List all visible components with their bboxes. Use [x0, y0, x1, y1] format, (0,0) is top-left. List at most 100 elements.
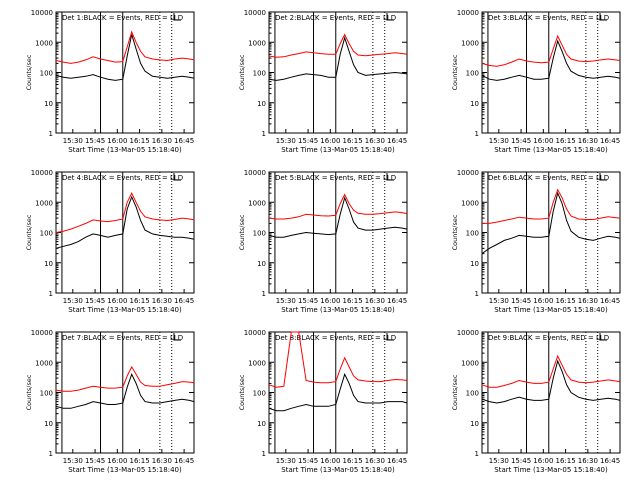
x-tick-label: 16:30 — [152, 457, 172, 465]
series-lld — [481, 354, 621, 388]
y-tick-label: 10000 — [457, 169, 479, 177]
x-tick-label: 16:30 — [578, 137, 598, 145]
x-tick-label: 16:45 — [387, 137, 407, 145]
x-tick-label: 16:30 — [152, 137, 172, 145]
corner-marker — [173, 13, 181, 21]
x-tick-label: 16:00 — [320, 137, 340, 145]
plot-frame — [481, 331, 621, 454]
y-tick-label: 100 — [40, 230, 53, 238]
corner-marker — [386, 333, 394, 341]
panel-det-3: Det 3:BLACK = Events, RED = LLD110100100… — [451, 9, 621, 154]
y-tick-label: 10000 — [457, 9, 479, 17]
y-tick-label: 10000 — [31, 169, 53, 177]
y-tick-label: 1000 — [248, 199, 266, 207]
x-tick-label: 15:45 — [298, 137, 318, 145]
x-axis-label: Start Time (13-Mar-05 15:18:40) — [68, 306, 182, 314]
series-events — [268, 372, 408, 412]
series-lld — [55, 191, 195, 233]
y-tick-label: 10 — [470, 260, 479, 268]
x-axis-label: Start Time (13-Mar-05 15:18:40) — [281, 466, 395, 474]
series-lld — [55, 365, 195, 392]
x-tick-label: 16:15 — [342, 137, 362, 145]
plot-frame — [268, 171, 408, 294]
x-tick-label: 16:30 — [365, 137, 385, 145]
corner-marker — [599, 333, 607, 341]
series-lld — [481, 34, 621, 67]
panel-det-9: Det 9:BLACK = Events, RED = LLD110100100… — [451, 329, 621, 474]
y-tick-label: 10 — [257, 260, 266, 268]
y-tick-label: 10 — [44, 260, 53, 268]
series-events — [55, 372, 195, 409]
y-tick-label: 10 — [470, 420, 479, 428]
corner-marker — [173, 173, 181, 181]
y-tick-label: 10000 — [31, 9, 53, 17]
x-tick-label: 16:15 — [342, 457, 362, 465]
plot-frame — [268, 11, 408, 134]
x-axis-label: Start Time (13-Mar-05 15:18:40) — [68, 146, 182, 154]
panel-det-2: Det 2:BLACK = Events, RED = LLD110100100… — [238, 9, 408, 154]
y-tick-label: 10000 — [244, 329, 266, 337]
y-axis-label: Counts/sec — [238, 54, 246, 90]
x-axis-label: Start Time (13-Mar-05 15:18:40) — [281, 146, 395, 154]
series-lld — [268, 331, 408, 388]
x-tick-label: 15:45 — [511, 457, 531, 465]
panel-det-4: Det 4:BLACK = Events, RED = LLD110100100… — [25, 169, 195, 314]
x-tick-label: 16:15 — [129, 137, 149, 145]
x-tick-label: 15:30 — [63, 137, 83, 145]
y-axis-label: Counts/sec — [238, 374, 246, 410]
y-tick-label: 1 — [262, 450, 266, 458]
y-tick-label: 10 — [44, 420, 53, 428]
plot-frame — [481, 171, 621, 294]
panel-det-7: Det 7:BLACK = Events, RED = LLD110100100… — [25, 329, 195, 474]
corner-marker — [386, 13, 394, 21]
series-lld — [482, 188, 621, 224]
x-tick-label: 15:45 — [511, 137, 531, 145]
x-tick-label: 16:00 — [320, 457, 340, 465]
panel-det-8: Det 8:BLACK = Events, RED = LLD110100100… — [238, 329, 408, 474]
y-tick-label: 10 — [44, 100, 53, 108]
y-axis-label: Counts/sec — [451, 54, 459, 90]
x-tick-label: 15:30 — [489, 457, 509, 465]
x-tick-label: 15:30 — [276, 297, 296, 305]
x-tick-label: 15:30 — [63, 297, 83, 305]
x-axis-label: Start Time (13-Mar-05 15:18:40) — [68, 466, 182, 474]
y-axis-label: Counts/sec — [25, 374, 33, 410]
corner-marker — [599, 173, 607, 181]
x-axis-label: Start Time (13-Mar-05 15:18:40) — [281, 306, 395, 314]
y-tick-label: 1000 — [461, 39, 479, 47]
x-axis-label: Start Time (13-Mar-05 15:18:40) — [494, 306, 608, 314]
series-events — [268, 196, 408, 238]
y-tick-label: 1 — [262, 130, 266, 138]
y-tick-label: 1 — [49, 130, 53, 138]
x-tick-label: 16:30 — [365, 297, 385, 305]
series-events — [55, 34, 195, 81]
x-axis-label: Start Time (13-Mar-05 15:18:40) — [494, 146, 608, 154]
x-tick-label: 15:30 — [276, 137, 296, 145]
y-tick-label: 10000 — [457, 329, 479, 337]
x-tick-label: 15:45 — [85, 457, 105, 465]
plot-frame — [55, 331, 195, 454]
x-tick-label: 16:45 — [174, 137, 194, 145]
x-tick-label: 16:45 — [600, 137, 620, 145]
x-tick-label: 16:15 — [129, 457, 149, 465]
x-tick-label: 16:00 — [107, 297, 127, 305]
x-tick-label: 16:15 — [555, 457, 575, 465]
series-events — [481, 39, 621, 81]
series-events — [55, 195, 195, 249]
x-tick-label: 15:30 — [276, 457, 296, 465]
x-tick-label: 16:00 — [533, 297, 553, 305]
y-tick-label: 1 — [49, 450, 53, 458]
corner-marker — [386, 173, 394, 181]
y-tick-label: 100 — [253, 390, 266, 398]
y-tick-label: 100 — [40, 70, 53, 78]
y-tick-label: 1000 — [248, 359, 266, 367]
y-tick-label: 100 — [466, 390, 479, 398]
series-events — [481, 191, 621, 255]
panel-det-1: Det 1:BLACK = Events, RED = LLD110100100… — [25, 9, 195, 154]
x-tick-label: 16:45 — [387, 297, 407, 305]
x-tick-label: 16:15 — [129, 297, 149, 305]
x-tick-label: 16:45 — [600, 457, 620, 465]
x-tick-label: 16:00 — [107, 137, 127, 145]
y-axis-label: Counts/sec — [238, 214, 246, 250]
